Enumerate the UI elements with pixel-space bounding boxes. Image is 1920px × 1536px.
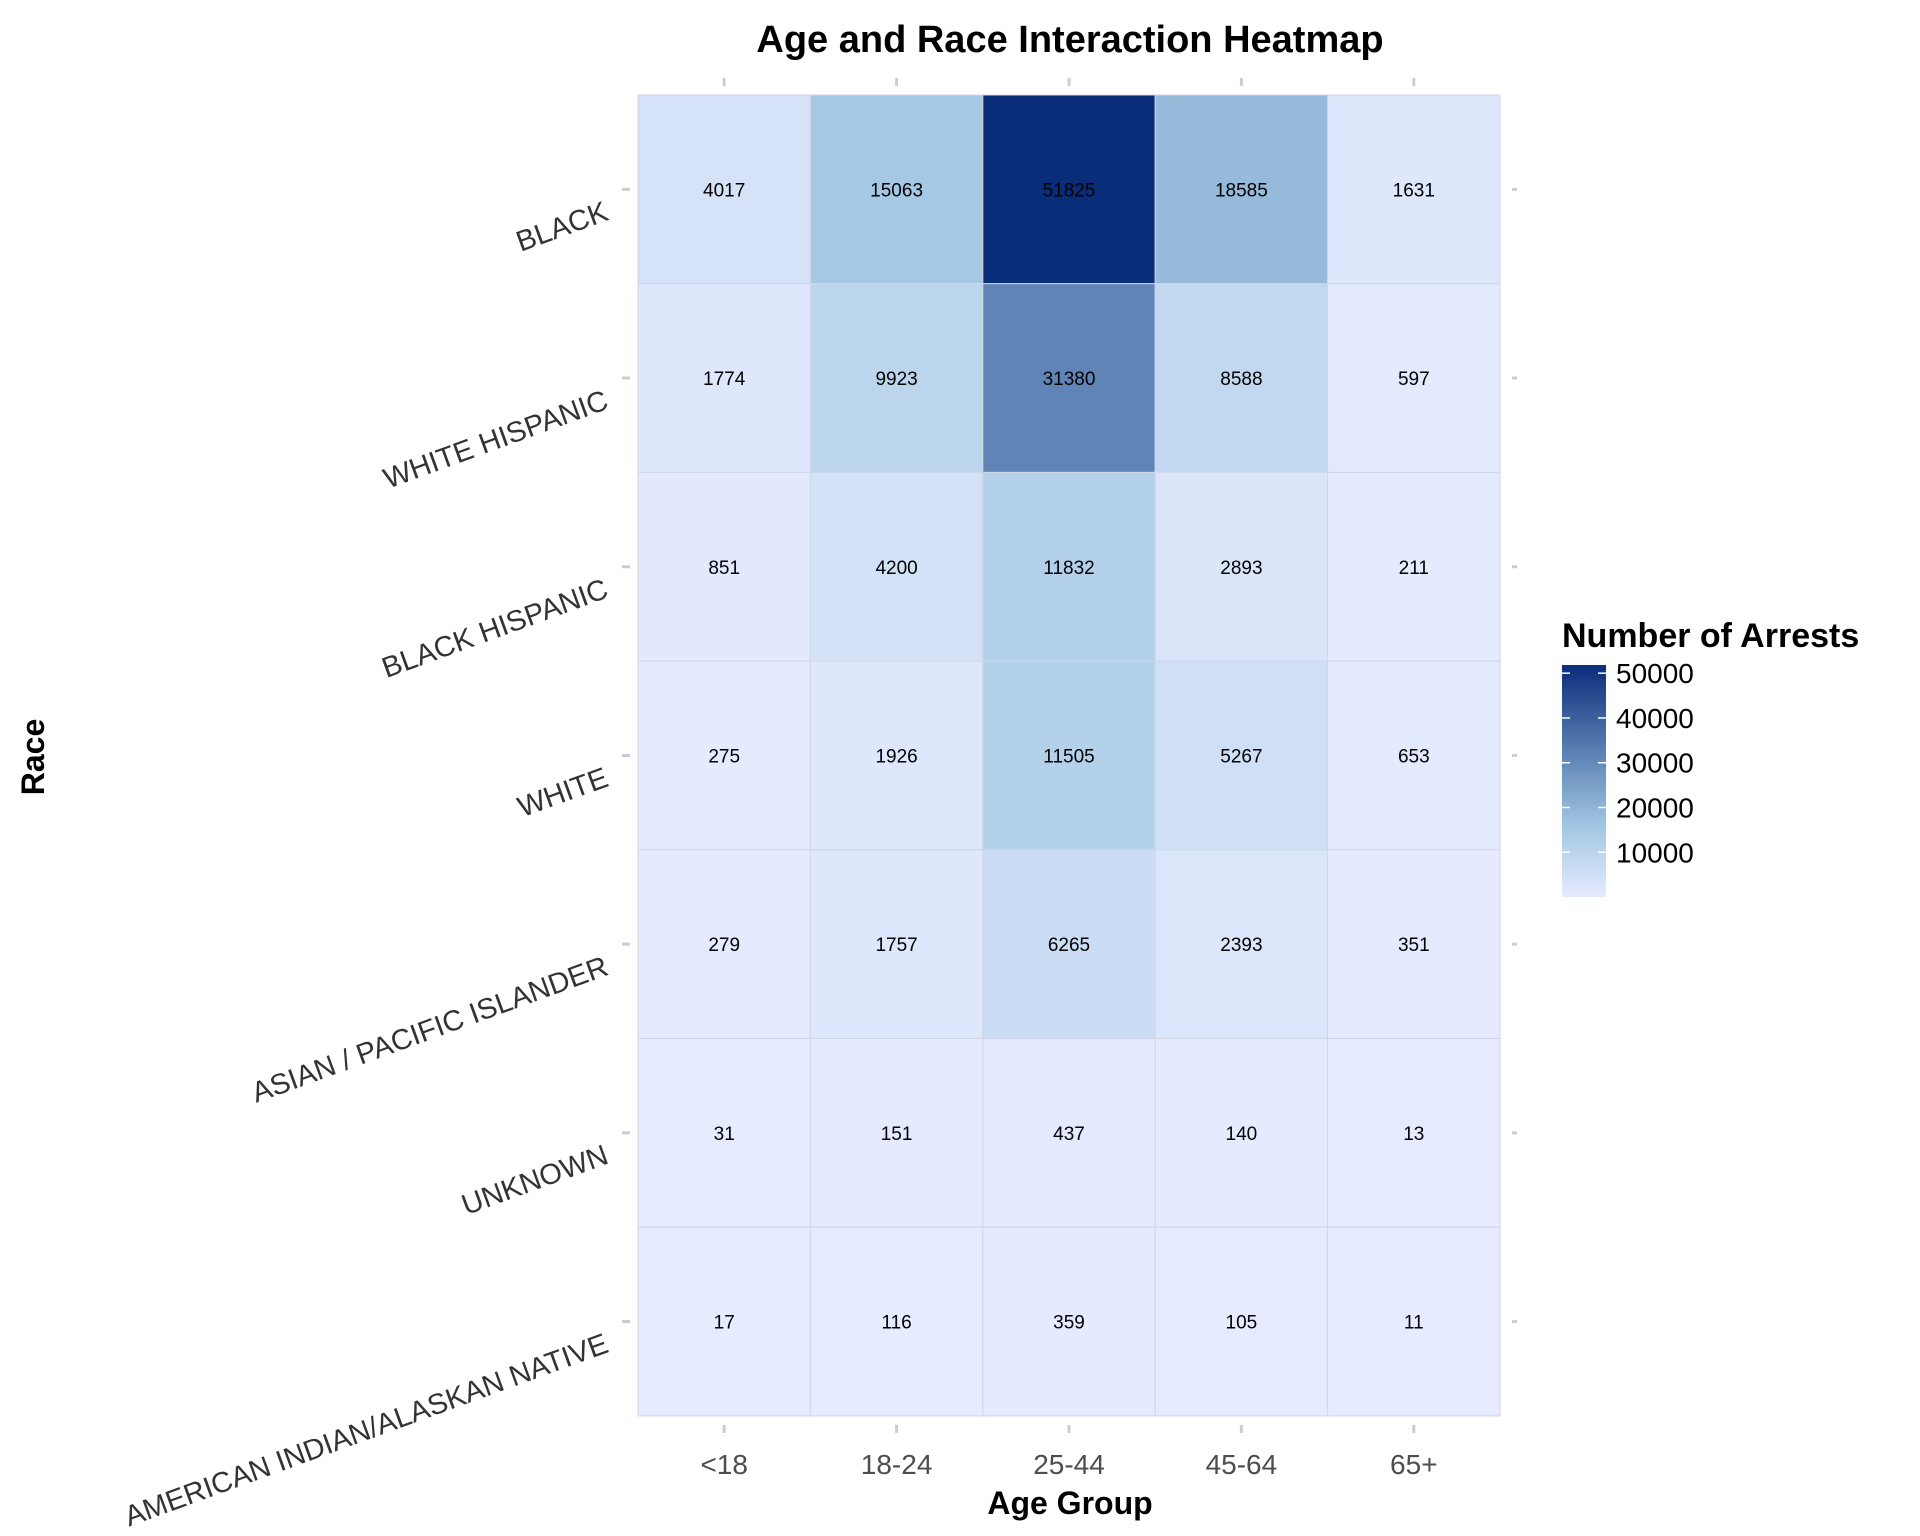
heatmap-cell [982, 849, 1156, 1039]
x-axis: <18 18-24 25-44 45-64 65+ [700, 78, 1438, 1480]
cell-value-label: 4200 [875, 558, 917, 579]
heatmap-cell [637, 660, 811, 851]
x-tick-label: 25-44 [1033, 1449, 1105, 1480]
heatmap-cell [637, 283, 811, 473]
cell-value-label: 359 [1053, 1313, 1085, 1334]
cell-value-label: 11832 [1043, 558, 1094, 579]
cell-value-label: 151 [881, 1124, 913, 1145]
heatmap-cell [809, 94, 984, 285]
cell-value-label: 279 [708, 935, 740, 956]
cell-value-label: 211 [1399, 558, 1429, 579]
legend-tick-label: 20000 [1616, 792, 1694, 823]
cell-value-label: 31380 [1043, 369, 1096, 390]
cell-value-label: 11505 [1043, 746, 1094, 767]
y-tick-label: AMERICAN INDIAN/ALASKAN NATIVE [120, 1328, 612, 1533]
cell-value-label: 9923 [875, 369, 917, 390]
heatmap-cell [982, 283, 1156, 473]
cell-value-label: 11 [1404, 1313, 1424, 1334]
heatmap-cell [637, 849, 811, 1039]
cell-value-label: 275 [708, 746, 740, 767]
cell-value-label: 597 [1398, 369, 1430, 390]
cell-value-label: 140 [1226, 1124, 1258, 1145]
y-tick-label: BLACK HISPANIC [378, 573, 613, 684]
heatmap-cell [637, 1038, 811, 1228]
heatmap-cell [982, 660, 1156, 851]
heatmap-cell [809, 471, 984, 662]
heatmap-cell [1327, 1226, 1501, 1417]
cell-value-label: 351 [1398, 935, 1430, 956]
cell-value-label: 51825 [1043, 180, 1096, 201]
color-legend: Number of Arrests 10000 20000 30000 40000 50… [1562, 617, 1859, 897]
cell-value-label: 2893 [1220, 558, 1262, 579]
heatmap-cells [637, 94, 1501, 1417]
y-tick-label: ASIAN / PACIFIC ISLANDER [248, 951, 613, 1110]
heatmap-cell [1327, 94, 1501, 285]
y-tick-label: BLACK [512, 196, 613, 259]
cell-value-label: 1926 [875, 746, 917, 767]
legend-tick-label: 30000 [1616, 748, 1694, 779]
heatmap-cell-labels: 4017 15063 51825 18585 1631 1774 9923 31380 8588… [703, 180, 1435, 1333]
heatmap-cell [637, 94, 811, 285]
legend-title: Number of Arrests [1562, 617, 1859, 655]
x-axis-title: Age Group [987, 1485, 1152, 1521]
cell-value-label: 15063 [870, 180, 923, 201]
y-tick-label: WHITE HISPANIC [379, 385, 612, 496]
heatmap-cell [1154, 471, 1329, 662]
heatmap-cell [809, 660, 984, 851]
heatmap-cell [1327, 849, 1501, 1039]
heatmap-cell [982, 1038, 1156, 1228]
legend-ticks: 10000 20000 30000 40000 50000 [1562, 658, 1694, 868]
heatmap-cell [637, 1226, 811, 1417]
cell-value-label: 1631 [1393, 180, 1435, 201]
heatmap-cell [809, 283, 984, 473]
heatmap-cell [982, 471, 1156, 662]
cell-value-label: 6265 [1048, 935, 1090, 956]
cell-value-label: 1757 [875, 935, 917, 956]
cell-value-label: 18585 [1215, 180, 1268, 201]
cell-value-label: 437 [1053, 1124, 1085, 1145]
cell-value-label: 1774 [703, 369, 746, 390]
x-tick-label: <18 [700, 1449, 748, 1480]
x-tick-label: 18-24 [861, 1449, 933, 1480]
legend-tick-label: 40000 [1616, 703, 1694, 734]
cell-value-label: 2393 [1220, 935, 1262, 956]
heatmap-cell [1327, 660, 1501, 851]
heatmap-cell [1154, 94, 1329, 285]
chart-title: Age and Race Interaction Heatmap [756, 19, 1383, 61]
x-tick-label: 45-64 [1206, 1449, 1278, 1480]
cell-value-label: 105 [1226, 1313, 1258, 1334]
heatmap-cell [982, 94, 1156, 285]
cell-value-label: 653 [1398, 746, 1430, 767]
cell-value-label: 17 [714, 1313, 735, 1334]
heatmap-cell [1154, 1038, 1329, 1228]
heatmap-cell [1327, 283, 1501, 473]
x-tick-label: 65+ [1390, 1449, 1438, 1480]
y-axis-title: Race [15, 719, 51, 796]
y-tick-label: UNKNOWN [458, 1139, 613, 1221]
heatmap-cell [809, 1038, 984, 1228]
cell-value-label: 31 [714, 1124, 735, 1145]
legend-tick-label: 50000 [1616, 658, 1694, 689]
cell-value-label: 5267 [1220, 746, 1262, 767]
cell-value-label: 851 [708, 558, 740, 579]
heatmap-cell [1327, 471, 1501, 662]
cell-value-label: 8588 [1220, 369, 1262, 390]
cell-value-label: 116 [881, 1313, 911, 1334]
y-tick-label: WHITE [514, 762, 613, 824]
legend-tick-label: 10000 [1616, 837, 1694, 868]
cell-value-label: 4017 [703, 180, 745, 201]
heatmap-cell [1327, 1038, 1501, 1228]
cell-value-label: 13 [1403, 1124, 1424, 1145]
heatmap-cell [1154, 660, 1329, 851]
heatmap-cell [809, 849, 984, 1039]
heatmap-cell [1154, 1226, 1329, 1417]
legend-colorbar [1562, 665, 1606, 897]
